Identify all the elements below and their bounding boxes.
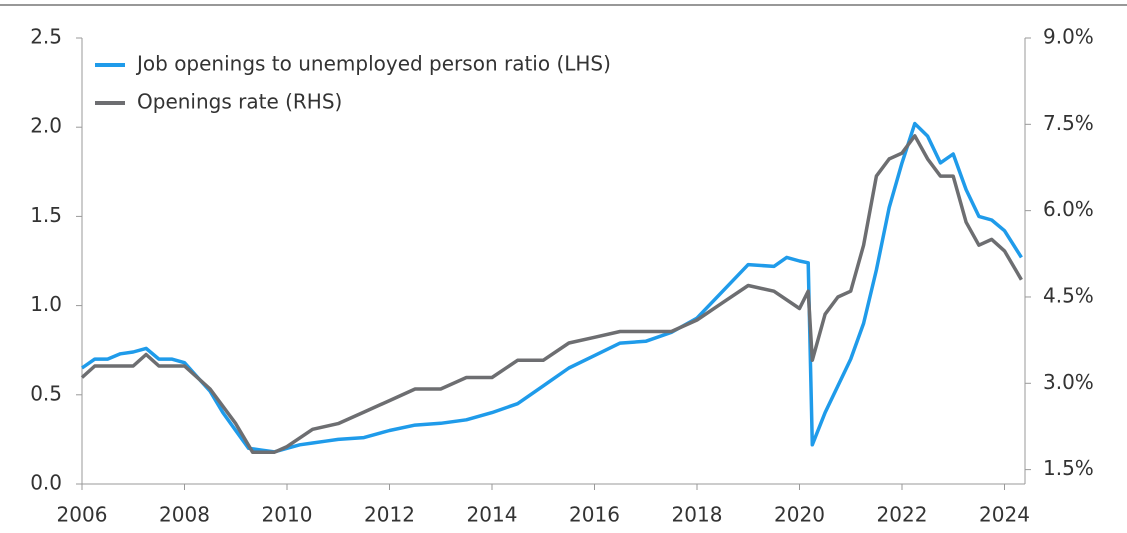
x-tick-label: 2018 — [672, 503, 723, 527]
x-tick-label: 2024 — [979, 503, 1030, 527]
x-tick-label: 2016 — [569, 503, 620, 527]
legend-label: Job openings to unemployed person ratio … — [135, 52, 611, 76]
series-line — [80, 134, 1023, 455]
x-tick-label: 2008 — [159, 503, 210, 527]
y2-tick-label: 7.5% — [1043, 111, 1094, 135]
y2-tick-label: 3.0% — [1043, 370, 1094, 394]
legend-label: Openings rate (RHS) — [137, 90, 342, 114]
x-tick-label: 2006 — [57, 503, 108, 527]
y-tick-label: 2.0 — [30, 114, 62, 138]
x-tick-label: 2014 — [467, 503, 518, 527]
x-tick-label: 2022 — [877, 503, 928, 527]
x-tick-label: 2012 — [364, 503, 415, 527]
y-tick-label: 1.0 — [30, 292, 62, 316]
y2-tick-label: 4.5% — [1043, 283, 1094, 307]
y-tick-label: 0.0 — [30, 471, 62, 495]
y2-tick-label: 6.0% — [1043, 197, 1094, 221]
y-tick-label: 0.5 — [30, 381, 62, 405]
y-tick-label: 2.5 — [30, 25, 62, 49]
x-tick-label: 2010 — [262, 503, 313, 527]
x-tick-label: 2020 — [774, 503, 825, 527]
y2-tick-label: 9.0% — [1043, 25, 1094, 49]
y2-tick-label: 1.5% — [1043, 456, 1094, 480]
y-tick-label: 1.5 — [30, 203, 62, 227]
